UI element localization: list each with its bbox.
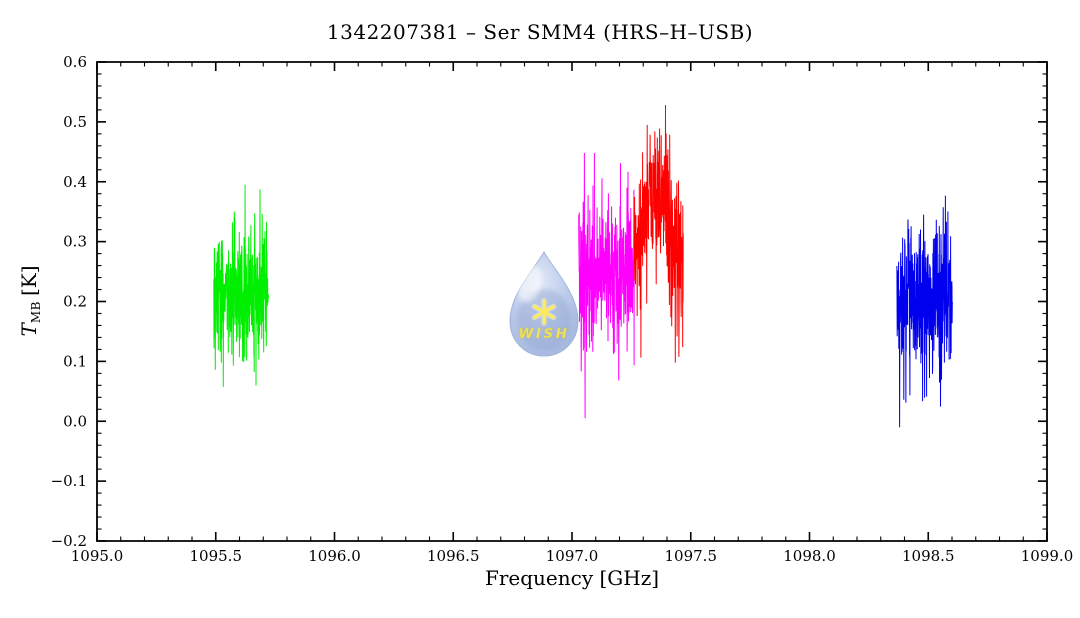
y-tick-label: −0.2 xyxy=(51,532,87,550)
spectrum-segment xyxy=(896,195,953,428)
y-tick-label: 0.1 xyxy=(63,352,87,370)
x-tick-label: 1095.0 xyxy=(71,547,124,565)
x-tick-label: 1097.0 xyxy=(546,547,599,565)
x-tick-label: 1096.0 xyxy=(308,547,361,565)
y-tick-label: 0.0 xyxy=(63,412,87,430)
y-tick-label: 0.4 xyxy=(63,173,87,191)
spectrum-segment xyxy=(578,152,635,419)
star-icon xyxy=(531,298,557,326)
x-tick-label: 1099.0 xyxy=(1021,547,1074,565)
axes-group: 1095.0 1095.5 1096.0 1096.5 1097.0 1097.5 1098… xyxy=(51,53,1074,565)
spectra-group xyxy=(213,105,953,428)
drop-highlight xyxy=(518,265,542,303)
y-tick-label: −0.1 xyxy=(51,472,87,490)
x-tick-label: 1096.5 xyxy=(427,547,480,565)
spectrum-segment xyxy=(633,105,684,363)
y-axis-symbol: T xyxy=(16,323,41,337)
y-axis-label: TMB [K] xyxy=(17,266,43,337)
y-axis-subscript: MB xyxy=(29,301,44,324)
wish-watermark: WISH xyxy=(509,250,579,357)
y-tick-label: 0.2 xyxy=(63,293,87,311)
y-tick-label: 0.5 xyxy=(63,113,87,131)
spectrum-segment xyxy=(213,184,269,387)
chart-title: 1342207381 – Ser SMM4 (HRS–H–USB) xyxy=(326,20,754,44)
x-tick-label: 1098.0 xyxy=(783,547,836,565)
x-tick-label: 1095.5 xyxy=(190,547,243,565)
y-axis-unit: [K] xyxy=(16,265,41,297)
x-tick-label: 1098.5 xyxy=(902,547,955,565)
y-tick-label: 0.3 xyxy=(63,233,87,251)
y-tick-label: 0.6 xyxy=(63,53,87,71)
watermark-label: WISH xyxy=(519,326,570,342)
x-tick-label: 1097.5 xyxy=(665,547,718,565)
x-axis-label: Frequency [GHz] xyxy=(484,566,660,590)
